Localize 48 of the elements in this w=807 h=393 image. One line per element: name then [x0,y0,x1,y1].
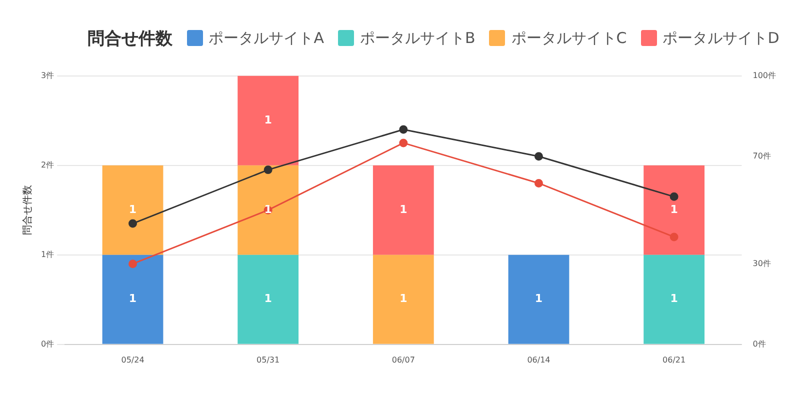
bar [372,254,434,344]
legend-label: ポータルサイトC [511,28,627,48]
y2-tick-label: 70件 [752,151,771,160]
data-label: 1 [264,113,272,126]
bar [238,76,299,166]
point [534,152,543,161]
data-label: 1 [670,202,678,216]
bar [644,254,705,344]
legend-label: ポータルサイトD [662,28,780,48]
bar [644,165,705,255]
y-tick-label: 2件 [40,160,54,170]
x-tick-label: 06/14 [527,355,550,364]
x-tick-label: 05/24 [121,355,144,364]
point [128,260,138,268]
data-label: 1 [264,292,272,306]
point [128,219,138,228]
bar [238,165,299,255]
chart-title: 問合せ件数 [88,28,173,50]
y-tick-label: 3件 [40,70,54,80]
x-tick-label: 06/07 [392,355,415,364]
data-label: 1 [400,292,408,306]
data-label: 1 [264,202,272,216]
legend-label: ポータルサイトA [208,28,324,48]
bar [102,254,164,344]
data-label: 1 [400,202,408,216]
y2-tick-label: 0件 [752,339,766,348]
data-label: 1 [534,292,543,306]
y2-tick-label: 30件 [752,258,771,268]
point [670,232,678,242]
y-tick-label: 1件 [40,250,54,259]
point [399,125,408,134]
data-label: 1 [670,292,678,306]
y-tick-label: 0件 [40,339,54,348]
bar [102,165,164,255]
legend-label: ポータルサイトB [360,28,476,48]
x-tick-label: 06/21 [662,355,686,364]
bar [238,254,299,344]
data-label: 1 [128,292,137,306]
point [264,166,272,174]
point [534,178,543,188]
y2-tick-label: 100件 [752,70,776,80]
data-label: 1 [128,202,137,216]
point [670,192,678,201]
x-tick-label: 05/31 [256,355,280,364]
point [399,138,408,148]
bar [372,165,434,255]
y-axis-title: 問合せ件数 [22,185,34,236]
bar [508,254,570,344]
